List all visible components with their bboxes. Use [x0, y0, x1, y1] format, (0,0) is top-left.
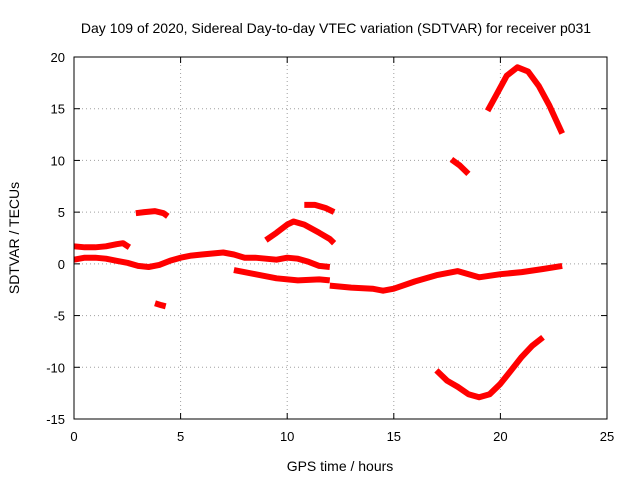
y-axis-label: SDTVAR / TECUs: [6, 182, 22, 294]
series-arc-main-left: [73, 249, 331, 270]
x-tick-label: 10: [280, 429, 294, 444]
grid-lines: [74, 57, 607, 419]
x-tick-label: 20: [493, 429, 507, 444]
axis-ticks: 0 5 10 15 20 25 -15 -10 -5 0 5 10 15 20: [46, 50, 614, 444]
series-arc-small-6: [304, 201, 336, 215]
series-arc-small-10: [449, 156, 471, 177]
y-tick-label: 5: [58, 205, 65, 220]
y-tick-label: -15: [46, 412, 65, 427]
x-axis-label: GPS time / hours: [287, 458, 394, 474]
x-tick-label: 5: [177, 429, 184, 444]
y-tick-label: -5: [53, 309, 65, 324]
series-arc-lower-mid: [233, 267, 331, 284]
plot-frame: [73, 56, 608, 420]
y-tick-label: 20: [51, 50, 65, 65]
series-arc-hump-4: [264, 218, 337, 246]
y-tick-label: -10: [46, 360, 65, 375]
y-tick-label: 10: [51, 153, 65, 168]
series-arc-small-neg4: [154, 300, 167, 310]
x-tick-label: 0: [70, 429, 77, 444]
data-series: [73, 64, 565, 401]
x-tick-label: 25: [600, 429, 614, 444]
series-arc-high-19: [484, 64, 565, 135]
y-tick-label: 0: [58, 257, 65, 272]
series-arc-main-right: [329, 262, 563, 294]
series-arc-small-5: [135, 208, 170, 219]
y-tick-label: 15: [51, 102, 65, 117]
series-arc-low-neg12: [434, 334, 545, 401]
series-arc-upper-left: [73, 240, 132, 251]
x-tick-label: 15: [387, 429, 401, 444]
chart-title: Day 109 of 2020, Sidereal Day-to-day VTE…: [81, 20, 591, 36]
